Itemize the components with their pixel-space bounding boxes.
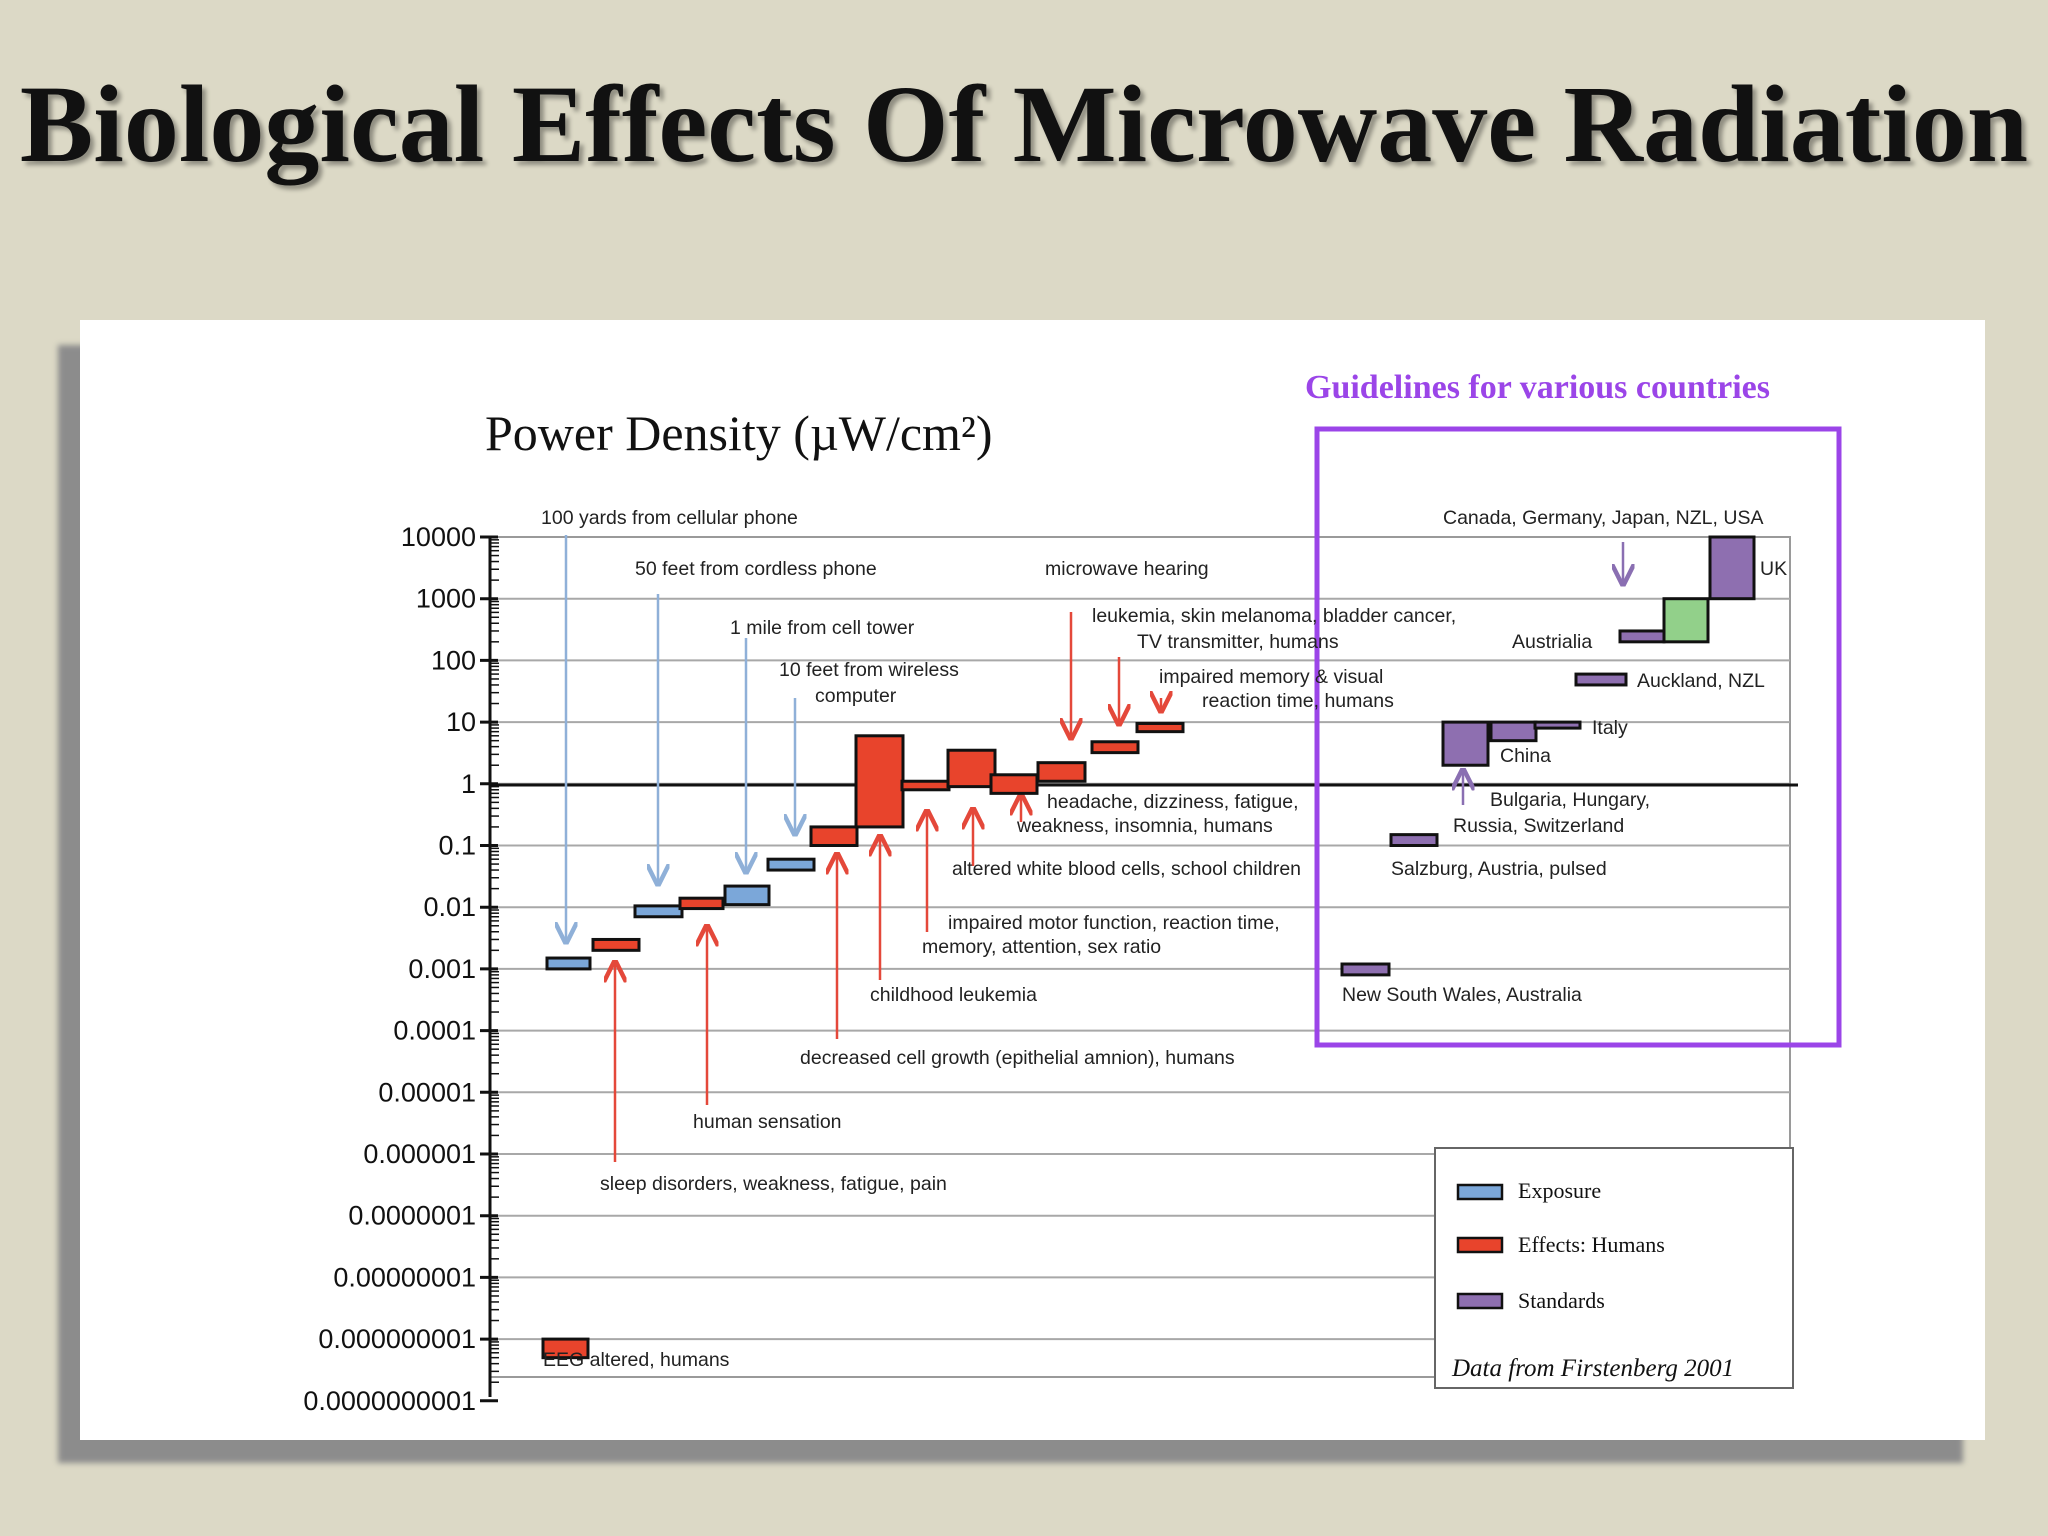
bar-standards xyxy=(1574,672,1628,687)
legend: Exposure Effects: Humans Standards Data … xyxy=(1434,1147,1794,1389)
label-memory-1: impaired memory & visual xyxy=(1159,666,1383,688)
y-tick-label: 0.00000001 xyxy=(333,1262,476,1292)
label-new-south-wales: New South Wales, Australia xyxy=(1342,984,1582,1006)
label-headache-2: weakness, insomnia, humans xyxy=(1016,815,1273,837)
label-wireless-2: computer xyxy=(815,685,897,707)
label-sleep-disorders: sleep disorders, weakness, fatigue, pain xyxy=(600,1173,947,1195)
y-tick-label: 1 xyxy=(461,769,476,799)
label-bulgaria-1: Bulgaria, Hungary, xyxy=(1490,789,1650,811)
label-italy: Italy xyxy=(1592,717,1628,739)
annotation-labels: 100 yards from cellular phone 50 feet fr… xyxy=(541,507,1787,1371)
bar-exposure xyxy=(633,904,684,919)
y-tick-label: 0.0000000001 xyxy=(303,1386,476,1416)
legend-label-standards: Standards xyxy=(1518,1288,1605,1313)
bar-exposure xyxy=(766,857,816,872)
y-tick-labels: 10000 1000 100 10 1 0.1 0.01 0.001 0.0001 0.00001… xyxy=(303,522,476,1416)
label-canada-group: Canada, Germany, Japan, NZL, USA xyxy=(1443,507,1763,529)
bar-standards-green xyxy=(1662,597,1710,644)
label-motor-2: memory, attention, sex ratio xyxy=(922,936,1161,958)
label-cell-phone: 100 yards from cellular phone xyxy=(541,507,798,529)
y-tick-label: 0.0000001 xyxy=(348,1201,476,1231)
bar-standards xyxy=(1708,535,1756,601)
guidelines-box xyxy=(1314,426,1842,1048)
minor-ticks xyxy=(480,535,499,1403)
y-tick-label: 0.0001 xyxy=(393,1016,476,1046)
y-tick-label: 0.001 xyxy=(408,954,476,984)
label-eeg-altered: EEG altered, humans xyxy=(543,1349,730,1371)
label-leukemia-2: TV transmitter, humans xyxy=(1137,631,1339,653)
bar-effects xyxy=(678,896,725,911)
label-salzburg: Salzburg, Austria, pulsed xyxy=(1391,858,1607,880)
legend-data-source: Data from Firstenberg 2001 xyxy=(1451,1355,1734,1382)
slide-title-text: Biological Effects Of Microwave Radiatio… xyxy=(19,63,2029,185)
label-headache-1: headache, dizziness, fatigue, xyxy=(1047,791,1299,813)
label-microwave-hearing: microwave hearing xyxy=(1045,558,1209,580)
label-childhood-leukemia: childhood leukemia xyxy=(870,984,1037,1006)
label-austrialia: Austrialia xyxy=(1512,631,1592,653)
legend-label-exposure: Exposure xyxy=(1518,1178,1601,1203)
label-bulgaria-2: Russia, Switzerland xyxy=(1453,815,1624,837)
legend-swatch-standards xyxy=(1456,1292,1504,1310)
label-uk: UK xyxy=(1760,558,1787,580)
legend-swatch-exposure xyxy=(1456,1183,1504,1201)
y-tick-label: 10000 xyxy=(401,522,476,552)
bar-exposure xyxy=(545,956,592,971)
y-tick-label: 0.000000001 xyxy=(318,1324,476,1354)
label-auckland: Auckland, NZL xyxy=(1637,670,1765,692)
bar-effects xyxy=(1135,721,1185,734)
bar-standards xyxy=(1441,720,1490,767)
guidelines-title: Guidelines for various countries xyxy=(1305,369,1770,406)
legend-swatch-effects xyxy=(1456,1236,1504,1254)
bar-standards xyxy=(1340,962,1391,977)
bars-group xyxy=(541,535,1756,1360)
chart-title: Power Density (µW/cm²) xyxy=(485,405,993,461)
bar-standards xyxy=(1618,629,1666,644)
label-memory-2: reaction time, humans xyxy=(1202,690,1394,712)
bar-standards xyxy=(1389,833,1439,848)
label-cordless-phone: 50 feet from cordless phone xyxy=(635,558,877,580)
bar-effects xyxy=(541,1337,590,1360)
bar-effects xyxy=(591,937,641,952)
y-tick-label: 100 xyxy=(431,645,476,675)
bar-exposure xyxy=(723,884,771,907)
bar-effects xyxy=(946,748,997,789)
y-tick-label: 0.000001 xyxy=(363,1139,476,1169)
bar-effects xyxy=(1036,761,1087,783)
bar-effects xyxy=(900,779,951,792)
label-white-blood-cells: altered white blood cells, school childr… xyxy=(952,858,1301,880)
bar-standards xyxy=(1533,720,1582,730)
power-density-chart: Power Density (µW/cm²) Guidelines for va… xyxy=(303,369,1842,1416)
label-china: China xyxy=(1500,745,1551,767)
y-tick-label: 0.01 xyxy=(423,892,476,922)
label-cell-tower: 1 mile from cell tower xyxy=(730,617,915,639)
bar-effects xyxy=(854,734,905,829)
label-cell-growth: decreased cell growth (epithelial amnion… xyxy=(800,1047,1235,1069)
legend-label-effects: Effects: Humans xyxy=(1518,1232,1665,1257)
bar-standards xyxy=(1489,720,1538,743)
y-tick-label: 0.1 xyxy=(438,831,476,861)
y-tick-label: 1000 xyxy=(416,584,476,614)
label-motor-1: impaired motor function, reaction time, xyxy=(948,912,1280,934)
label-leukemia-1: leukemia, skin melanoma, bladder cancer, xyxy=(1092,605,1456,627)
bar-effects xyxy=(989,773,1039,795)
annotation-arrows xyxy=(566,535,1623,1162)
bar-effects xyxy=(809,825,859,848)
y-tick-label: 0.00001 xyxy=(378,1077,476,1107)
bar-effects xyxy=(1090,740,1140,755)
label-human-sensation: human sensation xyxy=(693,1111,842,1133)
label-wireless-1: 10 feet from wireless xyxy=(779,659,959,681)
slide-title: Biological Effects Of Microwave Radiatio… xyxy=(0,60,2048,188)
y-tick-label: 10 xyxy=(446,707,476,737)
